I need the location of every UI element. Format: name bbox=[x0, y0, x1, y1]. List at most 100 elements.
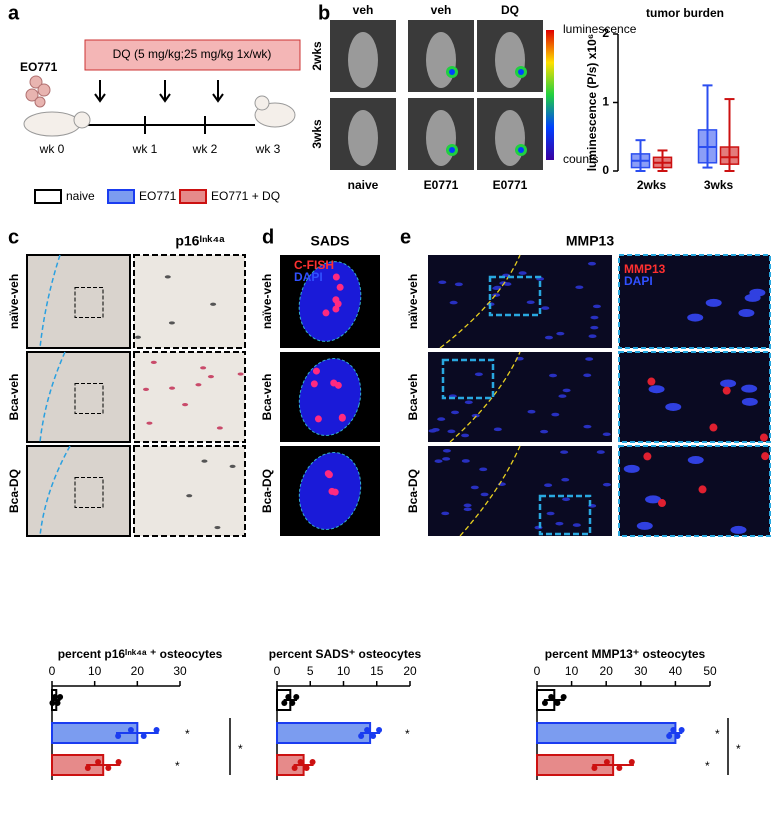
timepoint: wk 3 bbox=[255, 142, 281, 156]
cell bbox=[447, 429, 456, 434]
panel-label: a bbox=[8, 2, 20, 24]
cell bbox=[310, 380, 318, 388]
cell bbox=[602, 482, 611, 487]
tumor-cells bbox=[25, 75, 51, 108]
mouse bbox=[495, 110, 525, 166]
point bbox=[674, 733, 681, 739]
point bbox=[127, 727, 134, 733]
legend-swatch bbox=[34, 189, 62, 204]
cell bbox=[182, 403, 189, 407]
bar bbox=[536, 722, 677, 744]
channel: DAPI bbox=[294, 270, 323, 284]
x-tick-label: 50 bbox=[703, 664, 717, 678]
cell bbox=[741, 384, 758, 393]
cell bbox=[541, 306, 550, 310]
treatment-box bbox=[84, 39, 301, 71]
legend-label: naive bbox=[66, 189, 95, 203]
point bbox=[548, 694, 555, 700]
histology-image bbox=[26, 254, 131, 349]
cell bbox=[322, 309, 330, 317]
point bbox=[616, 765, 623, 771]
cell bbox=[738, 308, 755, 317]
panel-title: SADS bbox=[311, 233, 350, 249]
cell bbox=[471, 413, 480, 418]
point bbox=[591, 765, 598, 771]
channel: DAPI bbox=[624, 274, 653, 288]
cell bbox=[441, 511, 450, 516]
cell bbox=[464, 400, 473, 405]
cell bbox=[587, 261, 596, 266]
cell bbox=[442, 457, 451, 461]
row-label: naïve-veh bbox=[406, 274, 420, 329]
cell bbox=[575, 285, 584, 290]
cell bbox=[665, 402, 682, 411]
point bbox=[297, 759, 304, 765]
cell bbox=[623, 464, 640, 473]
x-tick-label: 10 bbox=[565, 664, 579, 678]
cell bbox=[207, 374, 214, 379]
point bbox=[678, 727, 685, 733]
y-tick-label: 1 bbox=[602, 95, 609, 109]
x-tick-label: 30 bbox=[173, 664, 187, 678]
cell bbox=[480, 492, 489, 497]
cell bbox=[451, 410, 460, 415]
box bbox=[719, 146, 740, 165]
panel-label: e bbox=[400, 226, 411, 248]
zoom-box bbox=[488, 275, 542, 317]
cell bbox=[572, 523, 581, 527]
cell bbox=[479, 467, 488, 472]
histology-image bbox=[26, 351, 131, 443]
row-label: Bca-veh bbox=[7, 374, 21, 421]
legend-swatch bbox=[107, 189, 135, 204]
cell bbox=[214, 525, 221, 530]
colorbar-unit: counts bbox=[563, 152, 598, 166]
cell bbox=[150, 360, 157, 364]
cell bbox=[705, 298, 722, 307]
boundary bbox=[439, 254, 521, 349]
column-label: veh bbox=[353, 3, 374, 17]
cell bbox=[526, 300, 535, 305]
x-tick-label: 15 bbox=[370, 664, 384, 678]
x-tick-label: 30 bbox=[634, 664, 648, 678]
cell bbox=[314, 415, 322, 423]
cell bbox=[461, 459, 470, 463]
row-label: Bca-veh bbox=[260, 374, 274, 421]
x-tick-label: 5 bbox=[307, 664, 314, 678]
cell bbox=[585, 357, 594, 361]
colorbar bbox=[546, 30, 554, 160]
point bbox=[84, 765, 91, 771]
x-tick-label: 2wks bbox=[637, 178, 667, 192]
cell bbox=[437, 417, 446, 421]
if-zoom bbox=[618, 351, 771, 443]
boundary bbox=[459, 445, 521, 537]
cell bbox=[555, 521, 564, 526]
cell bbox=[527, 409, 536, 414]
point bbox=[281, 700, 288, 706]
zoom-box bbox=[74, 383, 104, 414]
mouse bbox=[495, 32, 525, 88]
significance: * bbox=[185, 727, 190, 741]
timepoint: wk 1 bbox=[132, 142, 158, 156]
cell bbox=[636, 521, 653, 530]
point bbox=[560, 694, 567, 700]
cell bbox=[492, 286, 501, 291]
mouse bbox=[348, 32, 378, 88]
point bbox=[105, 765, 112, 771]
cell bbox=[648, 385, 665, 394]
row-label: 3wks bbox=[310, 119, 324, 149]
point bbox=[291, 765, 298, 771]
cell bbox=[332, 296, 340, 304]
cell bbox=[461, 433, 470, 438]
mouse bbox=[426, 110, 456, 166]
panel-title: p16ᴵⁿᵏ⁴ᵃ bbox=[175, 233, 225, 249]
histology-zoom bbox=[133, 445, 246, 537]
cell bbox=[332, 305, 340, 313]
x-tick-label: 10 bbox=[337, 664, 351, 678]
point bbox=[285, 694, 292, 700]
cell bbox=[741, 397, 758, 406]
column-label: DQ bbox=[501, 3, 519, 17]
cell bbox=[434, 459, 443, 463]
group-label: E0771 bbox=[493, 178, 528, 192]
cell bbox=[730, 525, 747, 534]
y-axis-label: luminescence (P/s) x10⁶ bbox=[585, 34, 599, 172]
